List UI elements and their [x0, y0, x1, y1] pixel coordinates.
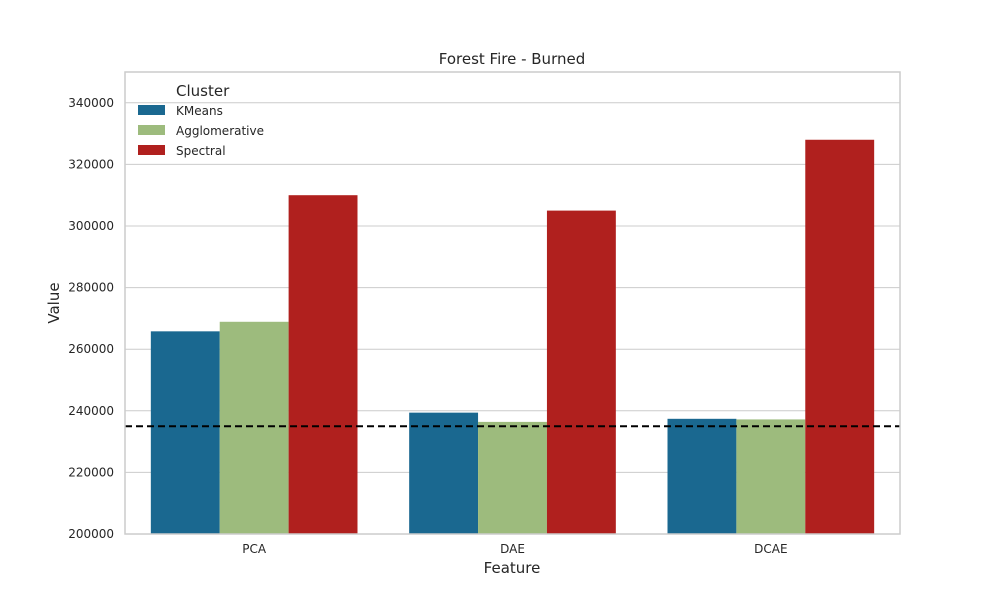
y-tick-label: 300000	[68, 219, 114, 233]
bar-spectral-pca	[288, 195, 358, 534]
legend-label: Spectral	[176, 144, 226, 158]
legend-swatch	[138, 145, 165, 155]
x-axis-label: Feature	[484, 559, 541, 577]
y-tick-label: 220000	[68, 465, 114, 479]
legend-swatch	[138, 105, 165, 115]
bar-kmeans-dcae	[667, 418, 737, 534]
bars	[150, 139, 875, 534]
bar-spectral-dcae	[805, 139, 875, 534]
legend-title: Cluster	[176, 82, 230, 100]
y-tick-label: 260000	[68, 342, 114, 356]
chart-title: Forest Fire - Burned	[439, 50, 585, 68]
y-tick-label: 240000	[68, 404, 114, 418]
y-axis-label: Value	[45, 282, 63, 323]
y-tick-label: 340000	[68, 96, 114, 110]
legend: Cluster KMeans Agglomerative Spectral	[138, 82, 264, 158]
y-tick-labels: 200000 220000 240000 260000 280000 300000 3200…	[68, 96, 114, 541]
x-tick-label: DCAE	[754, 542, 787, 556]
x-tick-labels: PCA DAE DCAE	[242, 542, 787, 556]
x-tick-label: PCA	[242, 542, 267, 556]
bar-agglomerative-dcae	[736, 419, 806, 534]
y-tick-label: 280000	[68, 281, 114, 295]
y-tick-label: 200000	[68, 527, 114, 541]
bar-kmeans-dae	[409, 412, 479, 534]
bar-kmeans-pca	[150, 331, 220, 534]
legend-label: Agglomerative	[176, 124, 264, 138]
x-tick-label: DAE	[500, 542, 525, 556]
bar-agglomerative-dae	[478, 421, 547, 534]
bar-agglomerative-pca	[219, 321, 289, 534]
legend-label: KMeans	[176, 104, 223, 118]
legend-swatch	[138, 125, 165, 135]
y-tick-label: 320000	[68, 157, 114, 171]
bar-spectral-dae	[546, 210, 616, 534]
plot-frame	[124, 71, 901, 535]
